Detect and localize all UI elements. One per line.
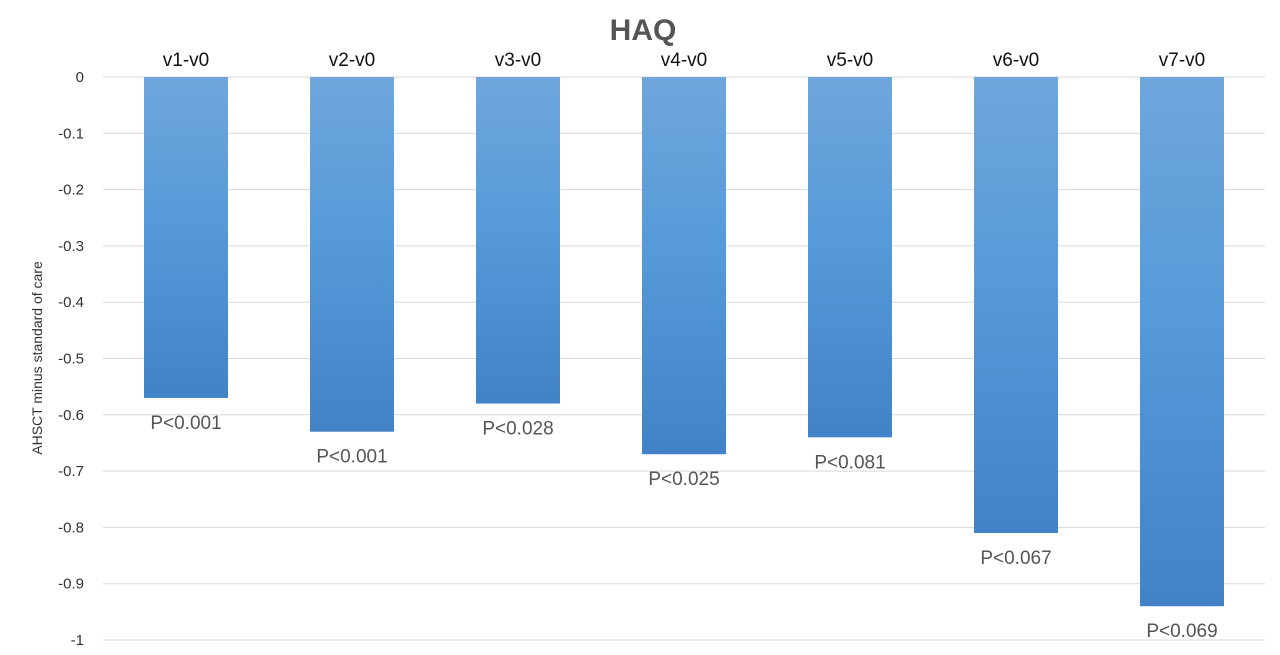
p-value-label: P<0.069 xyxy=(1146,621,1217,642)
p-value-label: P<0.001 xyxy=(150,413,221,434)
bar xyxy=(974,77,1058,534)
bars xyxy=(144,77,1224,607)
bar xyxy=(642,77,726,455)
category-label: v6-v0 xyxy=(993,50,1039,71)
bar xyxy=(476,77,560,404)
p-value-label: P<0.067 xyxy=(980,548,1051,569)
y-tick-label: -0.7 xyxy=(58,463,84,480)
y-tick-label: -0.5 xyxy=(58,351,84,368)
y-tick-label: -0.9 xyxy=(58,576,84,593)
y-tick-label: -0.4 xyxy=(58,294,84,311)
category-label: v3-v0 xyxy=(495,50,541,71)
category-label: v1-v0 xyxy=(163,50,209,71)
p-value-label: P<0.028 xyxy=(482,419,553,440)
category-label: v7-v0 xyxy=(1159,50,1205,71)
y-tick-label: -0.2 xyxy=(58,182,84,199)
bar xyxy=(310,77,394,432)
bar xyxy=(144,77,228,398)
y-tick-label: -1 xyxy=(71,632,84,649)
y-tick-label: -0.6 xyxy=(58,407,84,424)
category-label: v5-v0 xyxy=(827,50,873,71)
category-label: v4-v0 xyxy=(661,50,707,71)
category-labels: v1-v0 v2-v0 v3-v0 v4-v0 v5-v0 v6-v0 v7-v0 xyxy=(163,50,1205,71)
bar xyxy=(808,77,892,438)
y-axis-ticks: 0 -0.1 -0.2 -0.3 -0.4 -0.5 -0.6 -0.7 -0.8 -0.9 -1 xyxy=(58,69,84,649)
y-axis-label: AHSCT minus standard of care xyxy=(29,261,45,455)
p-value-label: P<0.081 xyxy=(814,452,885,473)
y-tick-label: -0.3 xyxy=(58,238,84,255)
category-label: v2-v0 xyxy=(329,50,375,71)
y-tick-label: 0 xyxy=(76,69,84,86)
bar xyxy=(1140,77,1224,607)
p-value-label: P<0.001 xyxy=(316,447,387,468)
p-value-label: P<0.025 xyxy=(648,469,719,490)
y-tick-label: -0.1 xyxy=(58,125,84,142)
y-tick-label: -0.8 xyxy=(58,519,84,536)
chart-title: HAQ xyxy=(610,14,677,47)
p-value-labels: P<0.001 P<0.001 P<0.028 P<0.025 P<0.081 P<0.0… xyxy=(150,413,1217,642)
